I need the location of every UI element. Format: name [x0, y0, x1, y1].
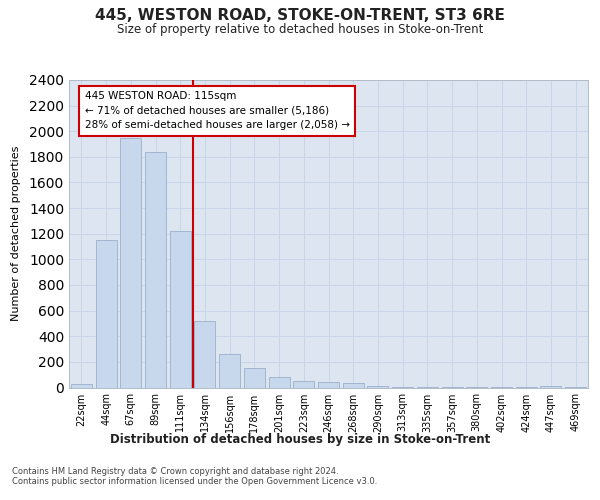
Bar: [367, 386, 388, 388]
Bar: [293, 381, 314, 388]
Bar: [269, 377, 290, 388]
Text: Contains HM Land Registry data © Crown copyright and database right 2024.: Contains HM Land Registry data © Crown c…: [12, 468, 338, 476]
Bar: [170, 231, 191, 388]
Text: 445 WESTON ROAD: 115sqm
← 71% of detached houses are smaller (5,186)
28% of semi: 445 WESTON ROAD: 115sqm ← 71% of detache…: [85, 91, 350, 130]
Text: Distribution of detached houses by size in Stoke-on-Trent: Distribution of detached houses by size …: [110, 432, 490, 446]
Bar: [71, 384, 92, 388]
Text: 445, WESTON ROAD, STOKE-ON-TRENT, ST3 6RE: 445, WESTON ROAD, STOKE-ON-TRENT, ST3 6R…: [95, 8, 505, 22]
Bar: [392, 387, 413, 388]
Bar: [417, 387, 438, 388]
Y-axis label: Number of detached properties: Number of detached properties: [11, 146, 20, 322]
Bar: [219, 354, 240, 388]
Text: Contains public sector information licensed under the Open Government Licence v3: Contains public sector information licen…: [12, 478, 377, 486]
Text: Size of property relative to detached houses in Stoke-on-Trent: Size of property relative to detached ho…: [117, 22, 483, 36]
Bar: [541, 386, 562, 388]
Bar: [343, 383, 364, 388]
Bar: [194, 321, 215, 388]
Bar: [95, 240, 116, 388]
Bar: [318, 382, 339, 388]
Bar: [145, 152, 166, 388]
Bar: [244, 368, 265, 388]
Bar: [120, 138, 141, 388]
